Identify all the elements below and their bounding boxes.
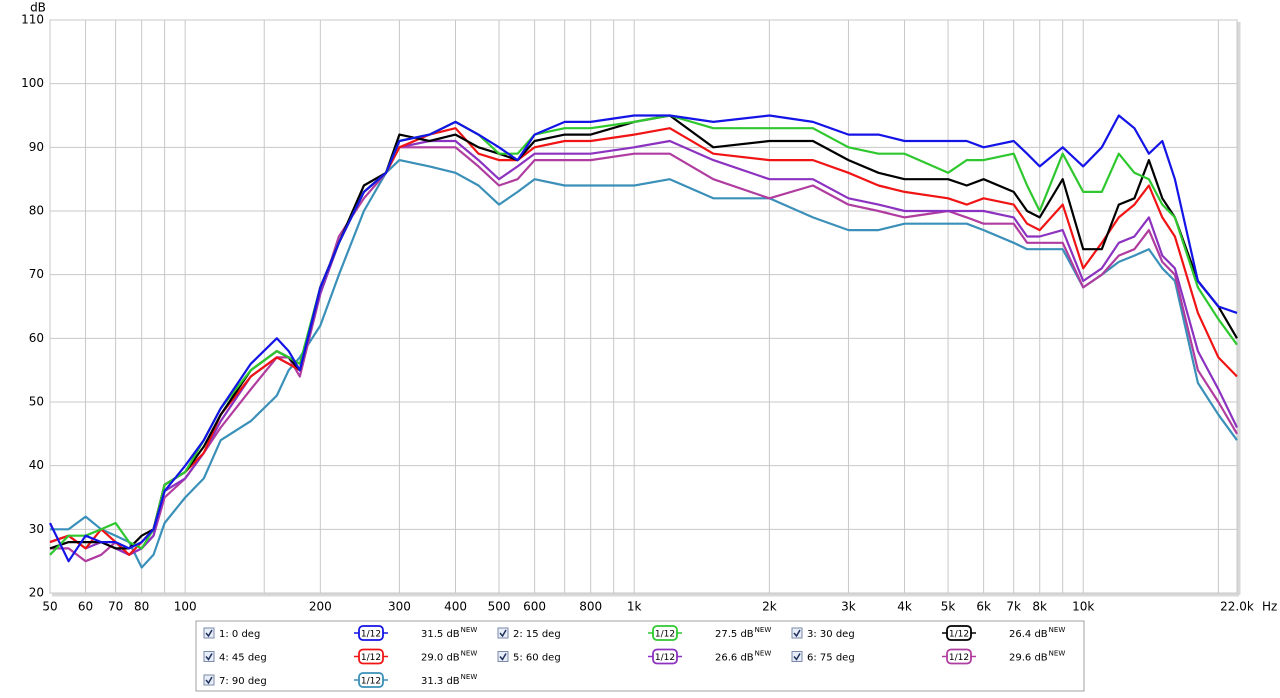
legend-checkbox[interactable] xyxy=(791,627,803,639)
new-badge: NEW xyxy=(755,626,772,634)
x-tick-label: 3k xyxy=(841,600,856,614)
x-tick-label: 80 xyxy=(134,600,149,614)
legend-name[interactable]: 5: 60 deg xyxy=(513,653,561,664)
series-line xyxy=(49,114,1238,556)
x-tick-label: 500 xyxy=(488,600,511,614)
legend-checkbox[interactable] xyxy=(203,674,215,686)
smoothing-icon[interactable] xyxy=(358,625,384,641)
x-tick-label: 800 xyxy=(579,600,602,614)
new-badge: NEW xyxy=(1049,650,1066,658)
x-tick-label: 1k xyxy=(627,600,642,614)
x-tick-label: 600 xyxy=(523,600,546,614)
x-tick-label: 300 xyxy=(388,600,411,614)
x-tick-label: 100 xyxy=(174,600,197,614)
y-tick-label: 80 xyxy=(29,204,44,218)
x-tick-label: 7k xyxy=(1006,600,1021,614)
level-value: 26.4 dB xyxy=(1009,629,1048,640)
grid: 20 30 40 50 60 70 80 90 100 110 50 60 70 80 100 200 300 4… xyxy=(21,13,1254,614)
smoothing-icon[interactable] xyxy=(358,672,384,688)
y-tick-label: 40 xyxy=(29,458,44,472)
legend-name[interactable]: 7: 90 deg xyxy=(219,676,267,687)
smoothing-icon[interactable] xyxy=(946,625,972,641)
series-line xyxy=(49,114,1238,563)
y-tick-label: 100 xyxy=(21,76,44,90)
legend-panel xyxy=(195,620,1085,692)
legend-checkbox[interactable] xyxy=(203,651,215,662)
legend-name[interactable]: 4: 45 deg xyxy=(219,653,267,664)
smoothing-icon[interactable] xyxy=(358,648,384,665)
x-tick-label: 400 xyxy=(444,600,467,614)
legend-checkbox[interactable] xyxy=(497,651,509,662)
new-badge: NEW xyxy=(755,650,772,658)
level-value: 29.6 dB xyxy=(1009,653,1048,664)
checkmark xyxy=(499,653,507,661)
x-tick-label: 8k xyxy=(1032,600,1047,614)
new-badge: NEW xyxy=(461,650,478,658)
checkmark xyxy=(793,629,801,638)
y-tick-label: 30 xyxy=(29,522,44,536)
smoothing-label: 1/12 xyxy=(361,677,381,687)
legend-name[interactable]: 6: 75 deg xyxy=(807,653,855,664)
smoothing-label: 1/12 xyxy=(949,630,969,640)
plot-area xyxy=(49,19,1238,594)
smoothing-label: 1/12 xyxy=(655,653,675,663)
x-tick-label: 60 xyxy=(78,600,93,614)
level-value: 29.0 dB xyxy=(421,653,460,664)
x-tick-label: 200 xyxy=(309,600,332,614)
lines xyxy=(49,114,1238,569)
level-value: 26.6 dB xyxy=(715,653,754,664)
smoothing-label: 1/12 xyxy=(655,630,675,640)
y-axis-label: dB xyxy=(30,1,46,15)
y-tick-label: 110 xyxy=(21,13,44,27)
x-tick-label: 4k xyxy=(897,600,912,614)
level-value: 27.5 dB xyxy=(715,629,754,640)
new-badge: NEW xyxy=(461,673,478,681)
smoothing-label: 1/12 xyxy=(949,653,969,663)
level-value: 31.3 dB xyxy=(421,676,460,687)
series-line xyxy=(49,139,1238,556)
y-tick-label: 60 xyxy=(29,331,44,345)
x-tick-label: 10k xyxy=(1072,600,1094,614)
legend-name[interactable]: 3: 30 deg xyxy=(807,629,855,640)
smoothing-icon[interactable] xyxy=(652,625,678,641)
checkmark xyxy=(793,653,801,661)
x-tick-label: 22.0k xyxy=(1220,600,1254,614)
legend: 1: 0 deg 1/12 31.5 dB NEW 2: 15 deg 1/12 27.5 … xyxy=(203,625,1066,688)
legend-checkbox[interactable] xyxy=(203,627,215,639)
checkmark xyxy=(205,653,213,661)
y-tick-label: 20 xyxy=(29,586,44,600)
checkmark xyxy=(205,676,213,685)
checkmark xyxy=(205,629,213,638)
level-value: 31.5 dB xyxy=(421,629,460,640)
x-tick-label: 50 xyxy=(42,600,57,614)
legend-checkbox[interactable] xyxy=(791,651,803,662)
x-tick-label: 70 xyxy=(108,600,123,614)
new-badge: NEW xyxy=(1049,626,1066,634)
legend-name[interactable]: 2: 15 deg xyxy=(513,629,561,640)
smoothing-icon[interactable] xyxy=(946,648,972,665)
x-tick-label: 5k xyxy=(941,600,956,614)
smoothing-label: 1/12 xyxy=(361,653,381,663)
smoothing-label: 1/12 xyxy=(361,630,381,640)
x-tick-label: 2k xyxy=(762,600,777,614)
y-tick-label: 90 xyxy=(29,140,44,154)
y-tick-label: 70 xyxy=(29,267,44,281)
y-tick-label: 50 xyxy=(29,395,44,409)
x-tick-label: 6k xyxy=(976,600,991,614)
x-axis-label: Hz xyxy=(1262,600,1277,614)
legend-checkbox[interactable] xyxy=(497,627,509,639)
legend-name[interactable]: 1: 0 deg xyxy=(219,629,260,640)
checkmark xyxy=(499,629,507,638)
new-badge: NEW xyxy=(461,626,478,634)
smoothing-icon[interactable] xyxy=(652,648,678,665)
